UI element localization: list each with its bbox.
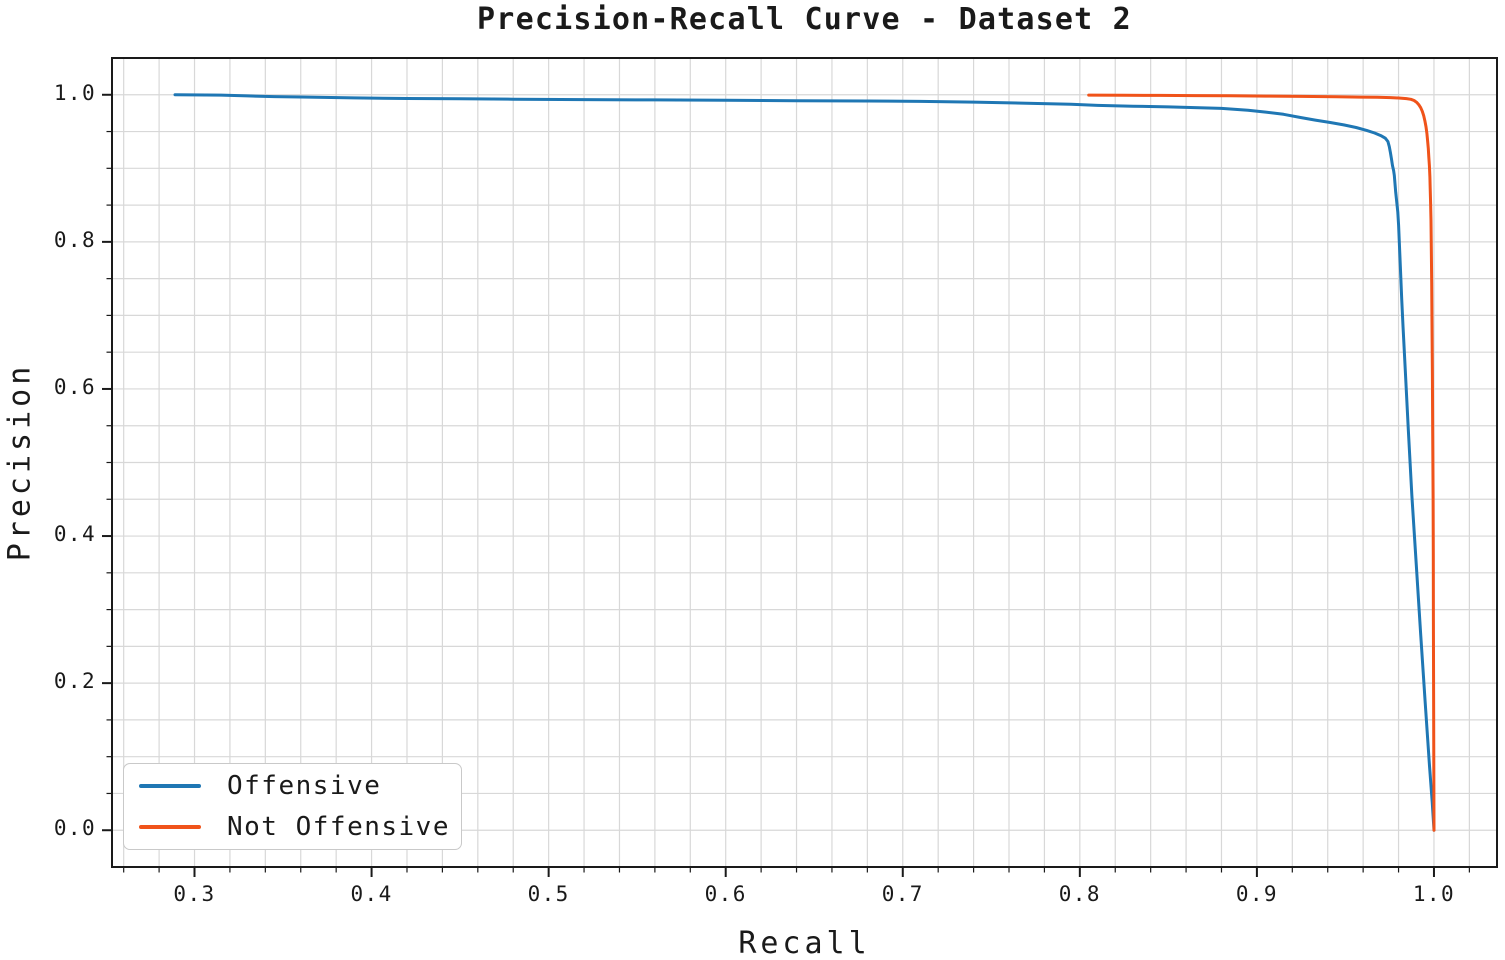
legend-label: Offensive: [227, 770, 382, 801]
legend-item-offensive: Offensive: [124, 766, 461, 806]
series-line-offensive: [173, 93, 1436, 832]
x-axis-label: Recall: [738, 926, 871, 960]
y-tick-label: 0.6: [53, 374, 96, 399]
chart-title: Precision-Recall Curve - Dataset 2: [477, 2, 1132, 37]
y-tick-label: 0.0: [53, 816, 96, 841]
x-tick-label: 0.4: [350, 882, 393, 906]
y-tick-label: 1.0: [53, 80, 96, 105]
x-tick-label: 0.7: [881, 882, 924, 906]
legend-label: Not Offensive: [227, 812, 450, 843]
x-tick-label: 0.3: [173, 882, 216, 906]
x-tick-label: 1.0: [1412, 882, 1456, 906]
plot-border: [111, 57, 1498, 868]
legend-line-sample-blue: [139, 783, 201, 788]
x-tick-label: 0.5: [527, 882, 570, 906]
y-tick-label: 0.4: [53, 522, 96, 547]
x-tick-label: 0.6: [704, 882, 747, 906]
series-line-not-offensive: [1087, 93, 1436, 832]
x-tick-label: 0.8: [1058, 882, 1101, 906]
legend: Offensive Not Offensive: [123, 763, 462, 850]
legend-line-sample-orange: [139, 825, 201, 830]
x-tick-label: 0.9: [1235, 882, 1278, 906]
legend-item-not-offensive: Not Offensive: [124, 807, 461, 847]
y-tick-label: 0.2: [53, 669, 96, 694]
y-tick-label: 0.8: [53, 227, 96, 252]
